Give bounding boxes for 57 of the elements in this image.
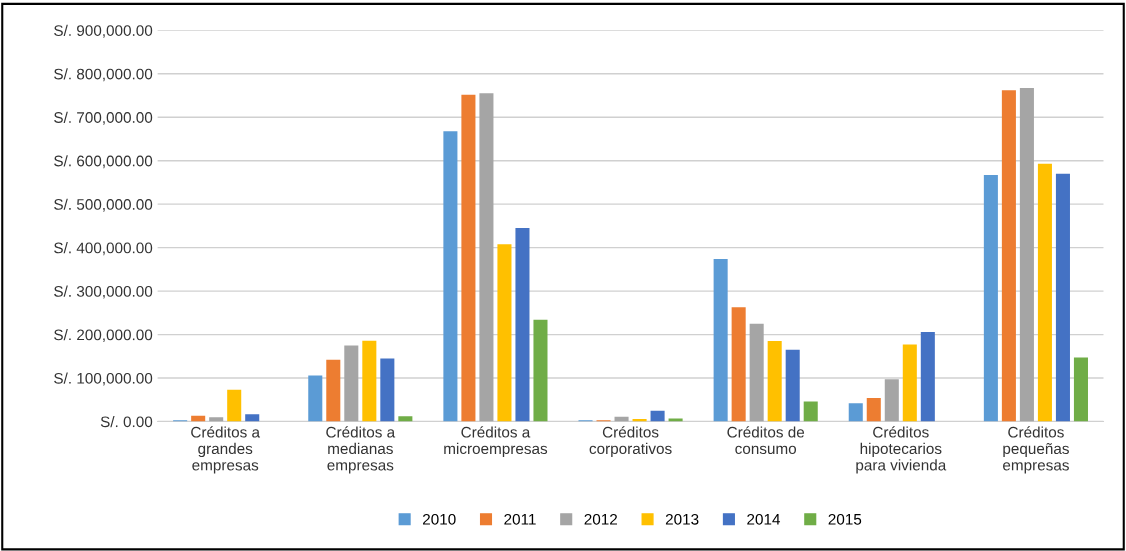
bar	[443, 131, 458, 422]
bar	[713, 258, 728, 422]
bar	[1019, 88, 1034, 422]
bar	[515, 228, 530, 422]
bar	[848, 403, 863, 422]
legend-label: 2013	[665, 513, 699, 525]
y-tick-label: S/. 900,000.00	[54, 24, 153, 38]
bar	[1001, 90, 1016, 422]
bar	[785, 349, 800, 422]
bar	[461, 94, 476, 422]
y-tick-label: S/. 300,000.00	[54, 285, 153, 299]
bar	[1055, 173, 1070, 422]
bar	[803, 401, 818, 422]
y-tick-label: S/. 700,000.00	[54, 111, 153, 125]
bar	[920, 331, 935, 422]
bar	[479, 93, 494, 422]
x-tick-label: Créditos de consumo	[727, 426, 805, 455]
x-tick-label: Créditos pequeñas empresas	[1003, 426, 1069, 474]
x-tick-label: Créditos a grandes empresas	[191, 426, 261, 474]
y-tick-label: S/. 400,000.00	[54, 242, 153, 256]
legend-label: 2012	[584, 513, 618, 525]
bar	[983, 175, 998, 422]
bar	[227, 389, 242, 422]
y-tick-label: S/. 800,000.00	[54, 68, 153, 82]
y-tick-label: S/. 0.00	[100, 415, 153, 428]
legend-label: 2010	[423, 513, 456, 525]
bar	[1037, 163, 1052, 422]
x-tick-label: Créditos corporativos	[589, 426, 672, 458]
bar	[344, 345, 359, 422]
bar	[209, 417, 224, 422]
y-tick-label: S/. 600,000.00	[54, 155, 153, 169]
bar	[308, 375, 323, 422]
bar	[1073, 357, 1088, 422]
legend-label: 2011	[504, 513, 536, 525]
legend-label: 2015	[828, 513, 862, 525]
bar	[326, 359, 341, 422]
x-tick-label: Créditos a microempresas	[444, 426, 548, 458]
bar	[380, 358, 395, 422]
y-tick-label: S/. 200,000.00	[54, 329, 153, 343]
bar	[866, 398, 881, 422]
bar	[749, 323, 764, 422]
y-tick-label: S/. 500,000.00	[54, 198, 153, 212]
bar	[497, 244, 512, 422]
bar	[650, 410, 665, 422]
bar	[533, 319, 548, 422]
bar	[731, 307, 746, 422]
bar	[362, 340, 377, 422]
bar	[398, 416, 413, 422]
bar	[767, 341, 782, 422]
bar	[668, 418, 683, 422]
bar	[245, 414, 260, 422]
y-tick-label: S/. 100,000.00	[54, 372, 153, 386]
legend-label: 2014	[747, 513, 781, 525]
bar	[884, 379, 899, 422]
bar	[902, 344, 917, 422]
x-tick-label: Créditos a medianas empresas	[326, 426, 396, 474]
x-tick-label: Créditos hipotecarios para vivienda	[856, 426, 947, 474]
